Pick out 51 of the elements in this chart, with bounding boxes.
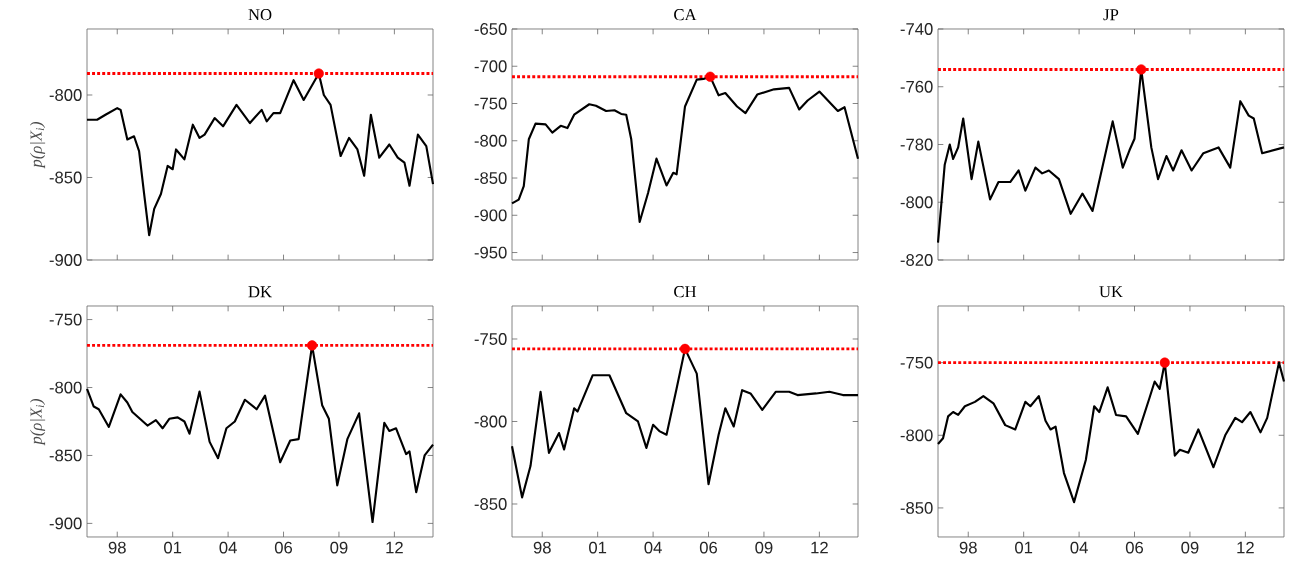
chart-title: CA (674, 9, 697, 21)
x-tick-label: 06 (1125, 541, 1144, 554)
y-tick-label: -750 (474, 97, 507, 110)
x-tick-label: 12 (1237, 541, 1254, 554)
y-tick-label: -800 (474, 134, 507, 147)
y-tick-label: -650 (474, 23, 507, 35)
x-tick-label: 01 (164, 541, 182, 554)
y-tick-label: -750 (900, 356, 933, 369)
x-tick-label: 09 (755, 541, 773, 554)
x-tick-label: 12 (386, 541, 403, 554)
y-tick-label: -850 (900, 502, 933, 514)
y-tick-label: -850 (49, 171, 82, 184)
chart-title: CH (674, 286, 697, 298)
y-tick-label: -900 (49, 254, 82, 266)
y-tick-label: -780 (900, 138, 933, 151)
x-tick-label: 04 (644, 541, 662, 554)
y-tick-label: -750 (474, 333, 507, 345)
y-tick-label: -800 (900, 196, 933, 209)
x-tick-label: 06 (274, 541, 293, 554)
chart-title: JP (1103, 9, 1119, 21)
y-tick-label: -850 (474, 498, 507, 510)
y-tick-label: -800 (49, 381, 82, 394)
x-tick-label: 04 (219, 541, 237, 554)
x-tick-label: 98 (959, 541, 977, 554)
x-tick-label: 09 (1181, 541, 1199, 554)
x-tick-label: 12 (811, 541, 828, 554)
y-tick-label: -740 (900, 23, 933, 35)
y-axis-title: p(ρ|X$_{i}$) (29, 398, 46, 446)
x-tick-label: 98 (533, 541, 551, 554)
y-tick-label: -900 (49, 517, 82, 530)
y-tick-label: -900 (474, 209, 507, 222)
y-tick-label: -800 (900, 429, 933, 442)
y-tick-label: -820 (900, 254, 933, 266)
y-tick-label: -800 (474, 415, 507, 428)
x-tick-label: 01 (1015, 541, 1033, 554)
chart-title: DK (248, 286, 272, 298)
x-tick-label: 98 (108, 541, 126, 554)
y-axis-title: p(ρ|X$_{i}$) (29, 121, 46, 169)
chart-title: NO (248, 9, 272, 21)
y-tick-label: -800 (49, 89, 82, 101)
y-tick-label: -850 (474, 172, 507, 184)
y-tick-label: -760 (900, 80, 933, 93)
y-tick-label: -950 (474, 246, 507, 259)
chart-title: UK (1099, 286, 1123, 298)
x-tick-label: 06 (699, 541, 718, 554)
y-tick-label: -750 (49, 313, 82, 326)
y-tick-label: -850 (49, 449, 82, 462)
x-tick-label: 01 (589, 541, 607, 554)
y-tick-label: -700 (474, 60, 507, 73)
x-tick-label: 04 (1070, 541, 1088, 554)
x-tick-label: 09 (330, 541, 348, 554)
